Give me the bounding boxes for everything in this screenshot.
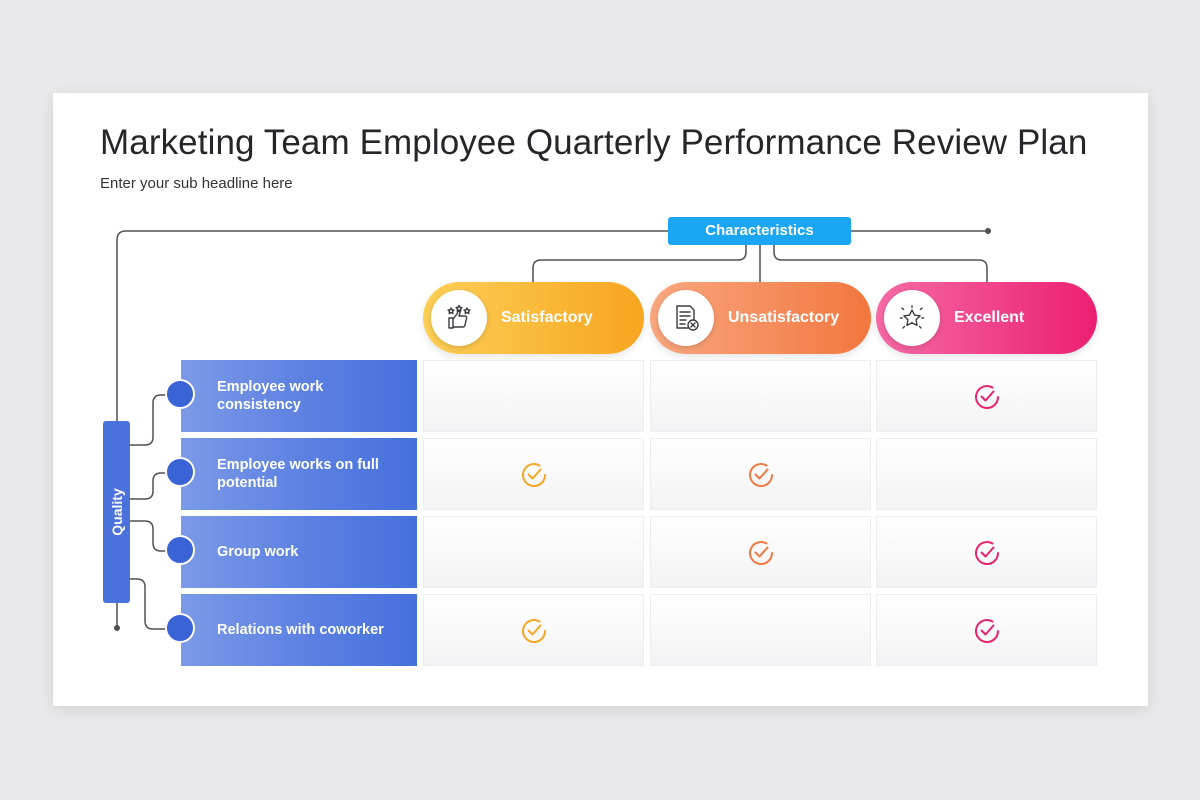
row-connector-dot (165, 534, 195, 565)
row-connector-dot (165, 456, 195, 487)
thumbs-up-stars-icon (431, 290, 487, 346)
check-circle-icon (522, 463, 546, 487)
quality-label: Quality (108, 488, 125, 536)
column-label: Unsatisfactory (728, 309, 840, 326)
quality-bar: Quality (103, 421, 130, 603)
row-label: Employee works on full potential (181, 438, 417, 510)
row-label-text: Employee works on full potential (217, 457, 379, 491)
grid-cell (650, 360, 871, 432)
row-connector-dot (165, 378, 195, 409)
check-circle-icon (975, 619, 999, 643)
grid-cell (423, 438, 644, 510)
page-title: Marketing Team Employee Quarterly Perfor… (100, 123, 1088, 162)
column-header-satisfactory: Satisfactory (423, 282, 644, 354)
column-header-unsatisfactory: Unsatisfactory (650, 282, 871, 354)
grid-cell (650, 516, 871, 588)
column-label: Satisfactory (501, 309, 593, 326)
grid-cell (423, 360, 644, 432)
grid-cell (876, 438, 1097, 510)
grid-cell (650, 594, 871, 666)
document-x-icon (658, 290, 714, 346)
row-label-text: Group work (217, 544, 299, 560)
slide: Marketing Team Employee Quarterly Perfor… (53, 93, 1148, 706)
star-icon (884, 290, 940, 346)
grid-cell (876, 360, 1097, 432)
grid-cell (876, 516, 1097, 588)
column-label: Excellent (954, 309, 1025, 326)
check-circle-icon (975, 385, 999, 409)
row-connector-dot (165, 612, 195, 643)
grid-cell (423, 516, 644, 588)
row-label-text: Relations with coworker (217, 622, 384, 638)
grid-cell (650, 438, 871, 510)
check-circle-icon (749, 463, 773, 487)
row-label: Group work (181, 516, 417, 588)
page-subtitle: Enter your sub headline here (100, 175, 293, 192)
grid-cell (423, 594, 644, 666)
grid-cell (876, 594, 1097, 666)
column-header-excellent: Excellent (876, 282, 1097, 354)
row-label-text: Employee work consistency (217, 379, 324, 413)
row-label: Employee work consistency (181, 360, 417, 432)
check-circle-icon (749, 541, 773, 565)
check-circle-icon (522, 619, 546, 643)
characteristics-header: Characteristics (668, 217, 851, 245)
row-label: Relations with coworker (181, 594, 417, 666)
check-circle-icon (975, 541, 999, 565)
connector-lines (114, 228, 991, 631)
